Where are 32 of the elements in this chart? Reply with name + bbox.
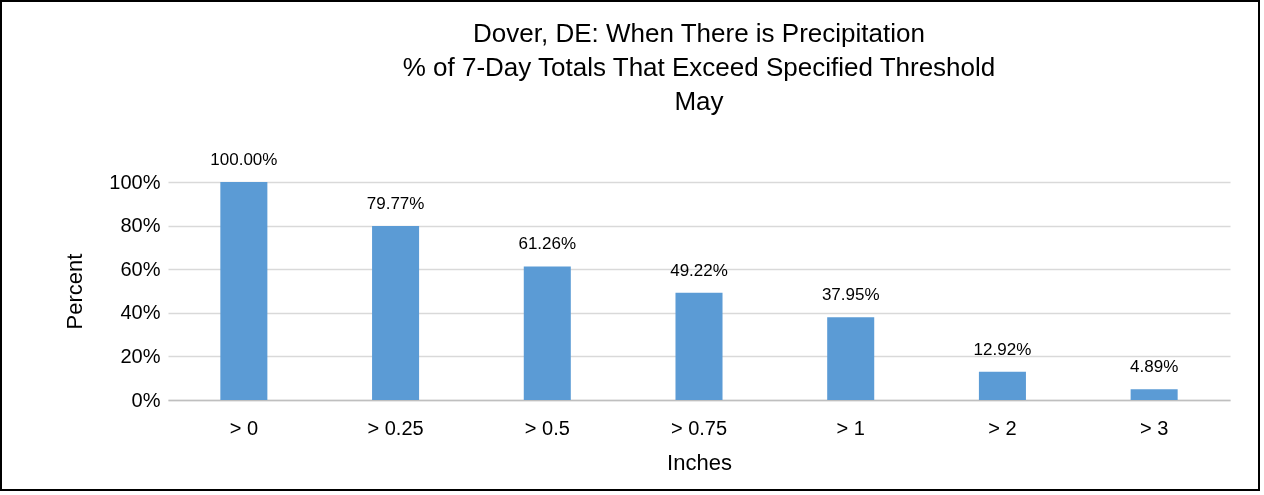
data-label: 100.00% [210, 150, 278, 169]
y-tick-label: 0% [131, 388, 161, 411]
x-tick-label: > 1 [836, 416, 865, 439]
x-tick-label: > 2 [988, 416, 1017, 439]
y-tick-label: 40% [120, 301, 161, 324]
bar [827, 317, 875, 400]
bar [978, 371, 1026, 400]
x-tick-label: > 0.75 [670, 416, 728, 439]
bar [220, 182, 268, 400]
x-axis-title: Inches [667, 449, 732, 475]
x-tick-label: > 0 [229, 416, 259, 439]
y-tick-label: 20% [120, 344, 161, 367]
data-label: 37.95% [821, 285, 880, 305]
bar [372, 226, 420, 400]
x-tick-label: > 0.25 [367, 416, 424, 439]
data-label: 4.89% [1130, 357, 1179, 377]
data-label: 49.22% [670, 260, 728, 280]
data-label: 12.92% [973, 339, 1032, 359]
data-label: 61.26% [518, 234, 577, 254]
text: % of 7-Day Totals That Exceed Specified Threshold [402, 52, 996, 82]
bar [523, 266, 571, 400]
y-axis-title: Percent [62, 253, 88, 330]
x-tick-label: > 3 [1139, 416, 1169, 439]
bar [1130, 389, 1178, 400]
y-tick-label: 80% [120, 214, 161, 237]
y-tick-label: 60% [120, 257, 161, 280]
text: May [674, 86, 724, 116]
text: Dover, DE: When There is Precipitation [473, 18, 925, 48]
bar [675, 292, 723, 400]
x-tick-label: > 0.5 [524, 416, 570, 439]
data-label: 79.77% [366, 194, 425, 214]
y-tick-label: 100% [109, 170, 161, 193]
